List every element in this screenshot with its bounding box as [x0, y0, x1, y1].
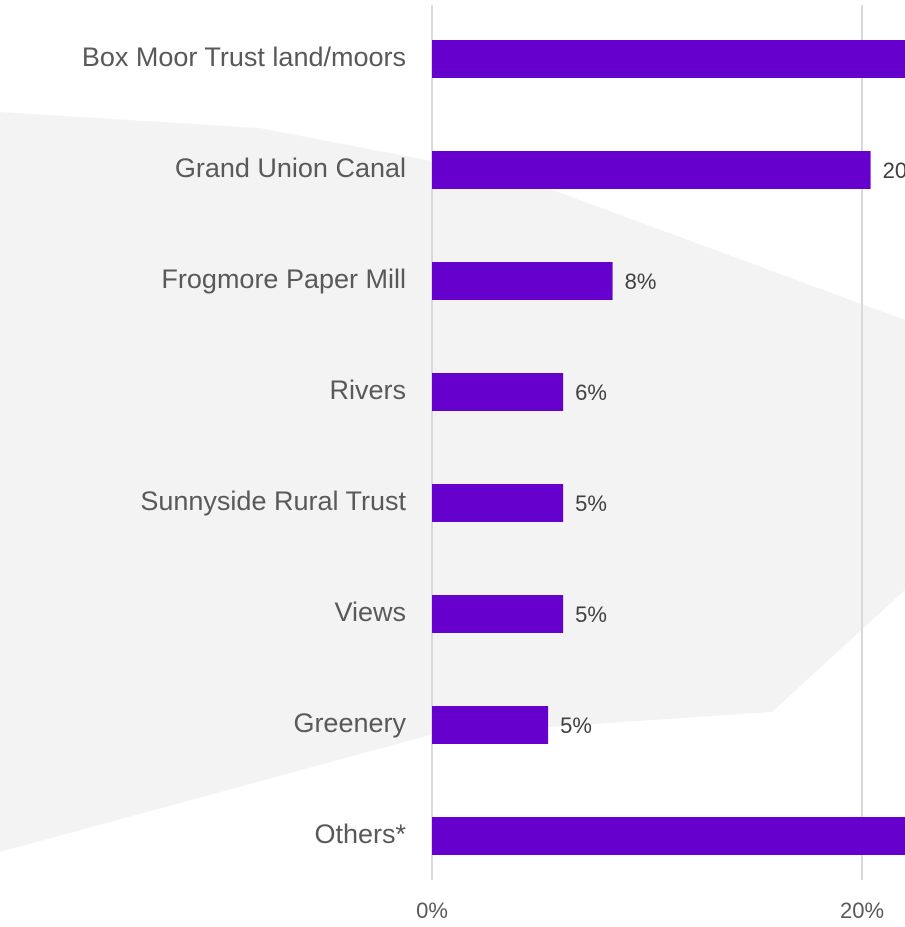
category-label-0: Box Moor Trust land/moors — [82, 42, 406, 72]
data-label-1: 20% — [883, 158, 905, 183]
category-label-4: Sunnyside Rural Trust — [140, 486, 406, 516]
bar-4 — [432, 484, 564, 522]
category-label-6: Greenery — [293, 708, 406, 738]
data-label-6: 5% — [560, 713, 592, 738]
category-label-7: Others* — [314, 819, 406, 849]
category-label-5: Views — [334, 597, 406, 627]
x-tick-label-1: 20% — [840, 898, 884, 923]
bar-0 — [432, 40, 905, 78]
bar-2 — [432, 262, 613, 300]
background-shape — [0, 112, 905, 852]
data-label-5: 5% — [575, 602, 607, 627]
bar-1 — [432, 151, 871, 189]
bar-6 — [432, 706, 549, 744]
data-label-3: 6% — [575, 380, 607, 405]
data-labels: 26%20%8%6%5%5%5%35% — [560, 158, 905, 738]
category-label-3: Rivers — [329, 375, 406, 405]
x-axis-tick-labels: 0%20%40% — [416, 898, 884, 923]
bar-5 — [432, 595, 564, 633]
bar-3 — [432, 373, 564, 411]
category-label-2: Frogmore Paper Mill — [161, 264, 406, 294]
bar-7 — [432, 817, 905, 855]
data-label-2: 8% — [625, 269, 657, 294]
category-label-1: Grand Union Canal — [175, 153, 406, 183]
bars — [432, 40, 905, 855]
data-label-4: 5% — [575, 491, 607, 516]
category-labels: Box Moor Trust land/moors Grand Union Can… — [82, 42, 407, 849]
x-tick-label-0: 0% — [416, 898, 448, 923]
